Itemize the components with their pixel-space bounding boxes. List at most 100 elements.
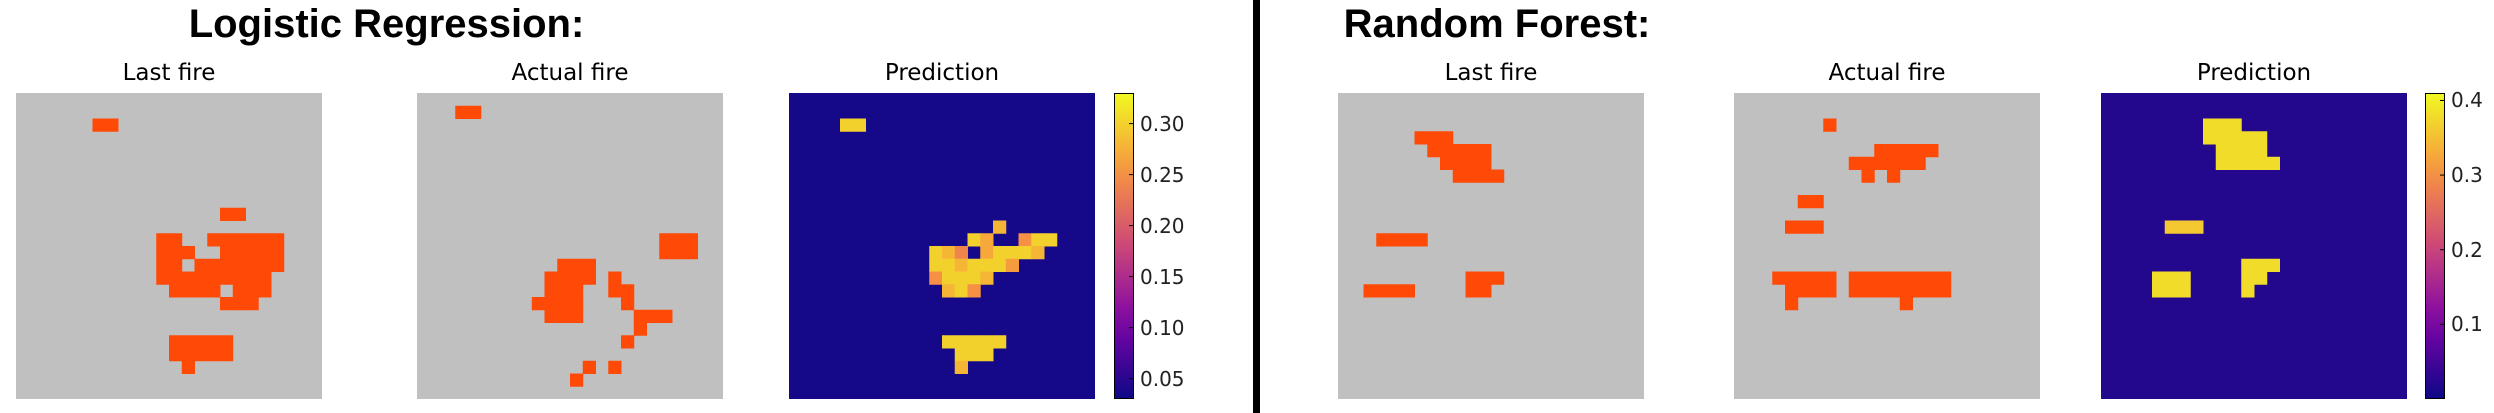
heatmap-cell [2241,156,2255,170]
heatmap-cell [684,233,698,247]
heatmap-cell [1848,271,1862,285]
heatmap-cell [181,335,195,349]
heatmap-svg [16,93,322,399]
heatmap-cell [967,348,981,362]
heatmap-cell [1376,284,1390,298]
heatmap-cell [220,233,234,247]
heatmap-cell [2203,131,2217,145]
heatmap-cell [156,271,170,285]
heatmap-last-fire [16,93,322,399]
heatmap-cell [181,246,195,260]
colorbar-tick-label: 0.25 [1140,162,1185,187]
heatmap-cell [2215,156,2229,170]
heatmap-cell [942,271,956,285]
heatmap-cell [220,246,234,260]
heatmap-cell [954,246,968,260]
heatmap-cell [954,271,968,285]
heatmap-cell [557,297,571,311]
colorbar-tick-label: 0.15 [1140,264,1185,289]
heatmap-cell [1414,233,1428,247]
heatmap-cell [207,233,221,247]
heatmap-cell [954,284,968,298]
heatmap-cell [2164,220,2178,234]
heatmap-cell [1376,233,1390,247]
heatmap-cell [621,284,635,298]
heatmap-cell [967,258,981,272]
heatmap-cell [1899,284,1913,298]
heatmap-cell [621,335,635,349]
heatmap-cell [1031,233,1045,247]
heatmap-cell [2228,144,2242,158]
heatmap-cell [232,207,246,221]
heatmap-cell [1861,169,1875,183]
heatmap-cell [220,335,234,349]
heatmap-cell [980,246,994,260]
heatmap-prediction [789,93,1095,399]
heatmap-cell [1899,271,1913,285]
heatmap-cell [659,246,673,260]
heatmap-cell [582,258,596,272]
subplot-title-actual-fire: Actual fire [511,60,629,86]
heatmap-cell [2266,156,2280,170]
heatmap-cell [544,284,558,298]
heatmap-cell [169,233,183,247]
heatmap-cell [2215,144,2229,158]
heatmap-cell [181,360,195,374]
colorbar-tick-label: 0.2 [2451,237,2483,262]
heatmap-cell [468,105,482,119]
heatmap-cell [967,271,981,285]
heatmap-cell [1810,271,1824,285]
heatmap-cell [1401,284,1415,298]
heatmap-cell [544,297,558,311]
colorbar-gradient [1114,93,1134,399]
heatmap-cell [2228,131,2242,145]
colorbar-tick-label: 0.1 [2451,312,2483,337]
heatmap-cell [1465,271,1479,285]
heatmap-cell [954,360,968,374]
heatmap-cell [169,246,183,260]
heatmap-cell [1018,246,1032,260]
heatmap-cell [1861,156,1875,170]
heatmap-cell [1427,144,1441,158]
heatmap-cell [1874,284,1888,298]
heatmap-cell [1874,271,1888,285]
heatmap-cell [232,233,246,247]
heatmap-cell [1440,144,1454,158]
heatmap-cell [557,271,571,285]
heatmap-cell [220,348,234,362]
heatmap-cell [258,271,272,285]
heatmap-cell [993,246,1007,260]
heatmap-cell [659,309,673,323]
heatmap-cell [1785,284,1799,298]
heatmap-cell [1452,169,1466,183]
heatmap-cell [271,246,285,260]
heatmap-cell [156,258,170,272]
colorbar-tick-label: 0.4 [2451,88,2483,113]
heatmap-cell [1912,156,1926,170]
heatmap-cell [258,246,272,260]
heatmap-cell [1912,271,1926,285]
heatmap-cell [194,271,208,285]
heatmap-cell [245,246,259,260]
colorbar-tick-label: 0.20 [1140,213,1185,238]
heatmap-cell [207,335,221,349]
heatmap-cell [1031,246,1045,260]
heatmap-cell [156,246,170,260]
heatmap-cell [169,335,183,349]
subplot-title-last-fire: Last fire [1444,60,1538,86]
colorbar-svg [1114,93,1134,399]
heatmap-cell [646,309,660,323]
heatmap-cell [1785,297,1799,311]
colorbar-tick-label: 0.05 [1140,366,1185,391]
heatmap-cell [105,118,119,132]
heatmap-cell [608,284,622,298]
heatmap-cell [557,309,571,323]
heatmap-cell [169,258,183,272]
heatmap-cell [1478,169,1492,183]
heatmap-cell [2203,118,2217,132]
heatmap-cell [1925,144,1939,158]
heatmap-cell [1797,284,1811,298]
heatmap-cell [1414,131,1428,145]
heatmap-cell [2254,144,2268,158]
heatmap-cell [672,246,686,260]
